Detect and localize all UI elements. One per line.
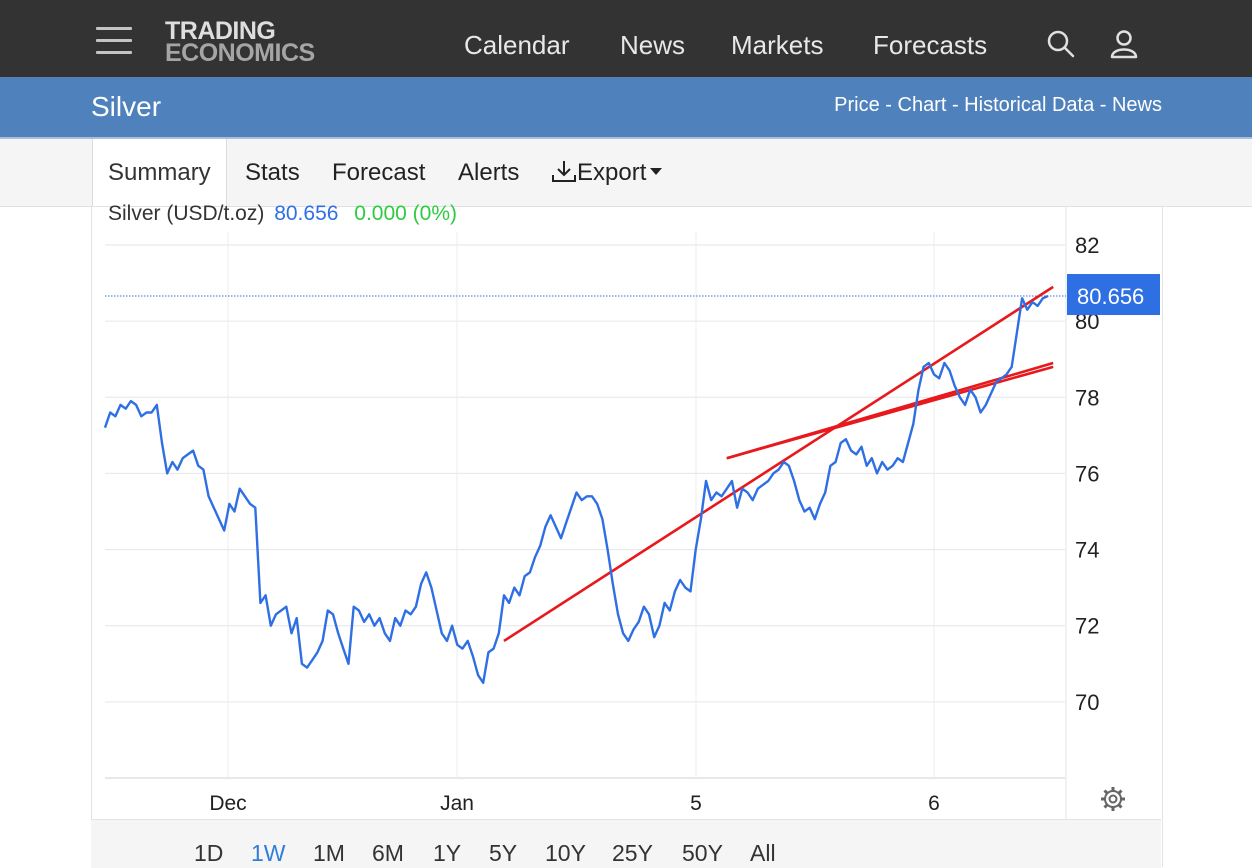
chevron-down-icon [650,168,663,176]
instrument-header: Silver Price - Chart - Historical Data -… [0,77,1252,139]
search-icon[interactable] [1045,28,1077,60]
section-links[interactable]: Price - Chart - Historical Data - News [834,94,1162,116]
x-tick-label: 6 [928,792,940,815]
y-tick-label: 76 [1075,461,1099,486]
y-tick-label: 72 [1075,614,1099,639]
range-1d[interactable]: 1D [194,840,224,866]
download-icon [552,161,576,183]
settings-icon[interactable] [1101,787,1125,811]
range-5y[interactable]: 5Y [489,840,518,866]
last-price-label: 80.656 [1077,284,1144,309]
export-label: Export [577,159,647,186]
y-tick-label: 78 [1075,385,1099,410]
range-all[interactable]: All [750,840,776,866]
range-10y[interactable]: 10Y [545,840,586,866]
menu-icon[interactable] [96,27,132,55]
x-tick-label: 5 [690,792,702,815]
range-1y[interactable]: 1Y [433,840,462,866]
tab-bar: Summary Stats Forecast Alerts Export [0,139,1252,207]
y-tick-label: 82 [1075,233,1099,258]
user-icon[interactable] [1108,28,1140,60]
legend-change: 0.000 (0%) [354,202,458,225]
trend-lines [503,285,1054,643]
x-tick-label: Jan [440,792,474,815]
range-50y[interactable]: 50Y [682,840,723,866]
export-dropdown[interactable]: Export [551,139,663,206]
nav-news[interactable]: News [620,30,686,60]
chart-grid [105,207,1067,819]
price-series-line [103,294,1049,684]
legend-symbol: Silver (USD/t.oz) [108,202,265,225]
top-nav-bar: TRADING ECONOMICS Calendar News Markets … [0,0,1252,77]
chart-panel [91,207,1163,867]
range-1w[interactable]: 1W [251,840,286,866]
x-tick-label: Dec [209,792,246,815]
trend-line [726,365,1054,460]
range-selector: 1D 1W 1M 6M 1Y 5Y 10Y 25Y 50Y All [91,819,1161,868]
trend-line [503,285,1054,643]
nav-forecasts[interactable]: Forecasts [873,30,988,60]
last-price-badge [1067,274,1160,316]
nav-calendar[interactable]: Calendar [464,30,570,60]
y-tick-label: 70 [1075,690,1099,715]
tab-summary[interactable]: Summary [92,139,227,206]
page-title: Silver [91,91,162,122]
logo-line-1: TRADING [165,17,276,45]
tab-alerts[interactable]: Alerts [458,159,520,186]
tab-forecast[interactable]: Forecast [332,159,426,186]
nav-markets[interactable]: Markets [731,30,824,60]
range-6m[interactable]: 6M [372,840,404,866]
tab-stats[interactable]: Stats [245,159,300,186]
logo-line-2: ECONOMICS [165,39,315,67]
range-1m[interactable]: 1M [313,840,345,866]
range-25y[interactable]: 25Y [612,840,653,866]
chart-legend: Silver (USD/t.oz) 80.656 0.000 (0%) [108,202,457,226]
x-axis-labels: Dec Jan 5 6 [209,792,940,815]
logo[interactable]: TRADING ECONOMICS [165,17,315,67]
legend-price: 80.656 [274,202,339,225]
y-tick-label: 74 [1075,538,1099,563]
